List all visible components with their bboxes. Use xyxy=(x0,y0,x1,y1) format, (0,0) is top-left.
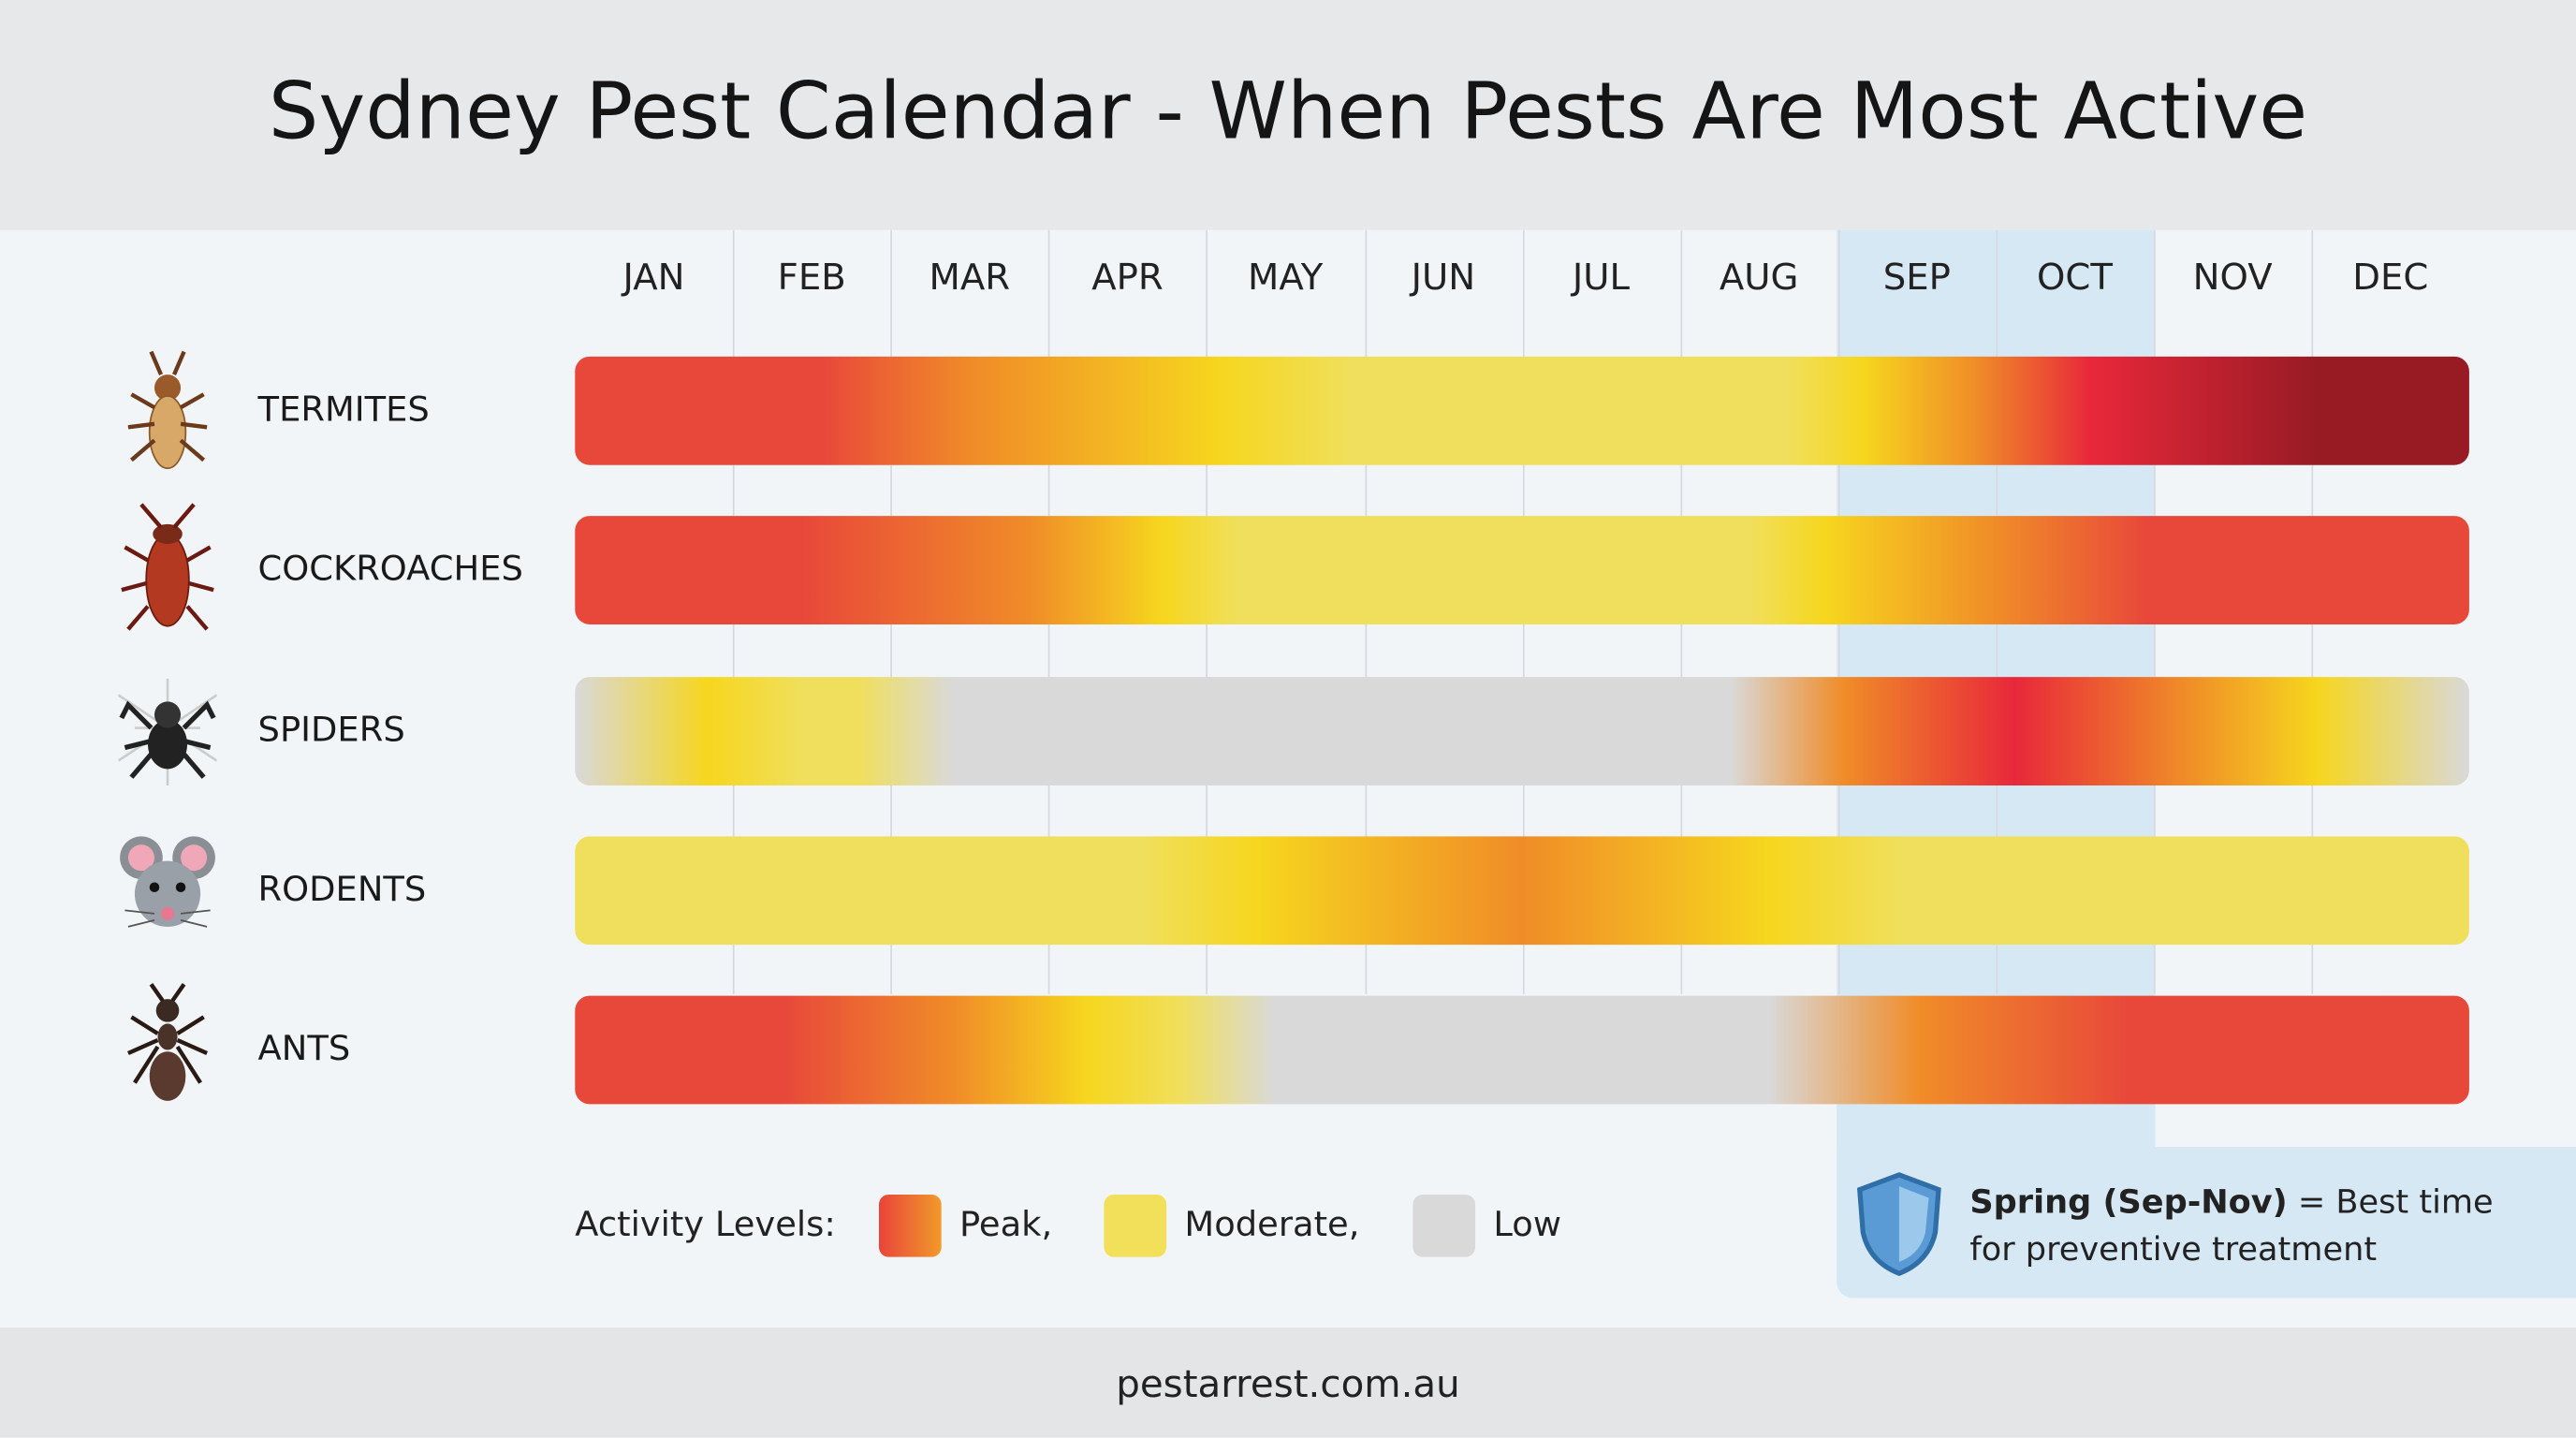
pest-label: RODENTS xyxy=(257,869,427,909)
month-label: AUG xyxy=(1719,257,1799,300)
note-text: Spring (Sep-Nov) = Best time for prevent… xyxy=(1969,1178,2493,1273)
month-label: JUL xyxy=(1572,257,1631,300)
note-line: for preventive treatment xyxy=(1969,1228,2378,1269)
activity-bar xyxy=(575,677,2469,785)
pest-icon-svg xyxy=(127,983,209,1101)
activity-bar xyxy=(575,356,2469,465)
pest-icon xyxy=(117,662,218,800)
legend-label: Low xyxy=(1493,1204,1561,1244)
legend-swatch xyxy=(1412,1194,1476,1257)
month-label: JUN xyxy=(1411,257,1476,300)
pest-label: COCKROACHES xyxy=(257,549,523,589)
month-label: OCT xyxy=(2037,257,2113,300)
month-label: SEP xyxy=(1882,257,1951,300)
footer-url: pestarrest.com.au xyxy=(1116,1363,1460,1407)
month-label: DEC xyxy=(2352,257,2429,300)
month-label: JAN xyxy=(622,257,685,300)
legend-title: Activity Levels: xyxy=(575,1204,836,1244)
legend-swatch xyxy=(1104,1194,1167,1257)
title: Sydney Pest Calendar - When Pests Are Mo… xyxy=(268,66,2308,158)
pest-icon xyxy=(118,822,216,960)
month-label: MAR xyxy=(929,257,1011,300)
month-label: NOV xyxy=(2192,257,2273,300)
note-emphasis: Spring (Sep-Nov) xyxy=(1969,1181,2288,1222)
note-box xyxy=(1837,1147,2576,1299)
activity-bar xyxy=(575,836,2469,946)
shield-icon xyxy=(1856,1172,1941,1277)
note-line: = Best time xyxy=(2297,1181,2494,1222)
pest-icon xyxy=(118,501,216,638)
month-label: APR xyxy=(1091,257,1164,300)
header-band xyxy=(0,0,2576,230)
pest-icon xyxy=(118,981,216,1119)
pest-icon xyxy=(118,342,216,479)
month-label: FEB xyxy=(777,257,846,300)
footer-band xyxy=(0,1328,2576,1438)
pest-icon-svg xyxy=(117,678,218,785)
activity-bar xyxy=(575,516,2469,624)
legend-label: Moderate, xyxy=(1184,1204,1360,1244)
pest-icon-svg xyxy=(121,503,214,631)
activity-bar xyxy=(575,995,2469,1105)
pest-label: ANTS xyxy=(257,1028,351,1068)
legend-label: Peak, xyxy=(959,1204,1053,1244)
pest-label: SPIDERS xyxy=(257,710,405,750)
pest-icon-svg xyxy=(127,350,208,470)
pest-label: TERMITES xyxy=(257,389,430,430)
legend-swatch xyxy=(878,1194,942,1257)
pest-icon-svg xyxy=(120,836,215,928)
month-label: MAY xyxy=(1247,257,1324,300)
